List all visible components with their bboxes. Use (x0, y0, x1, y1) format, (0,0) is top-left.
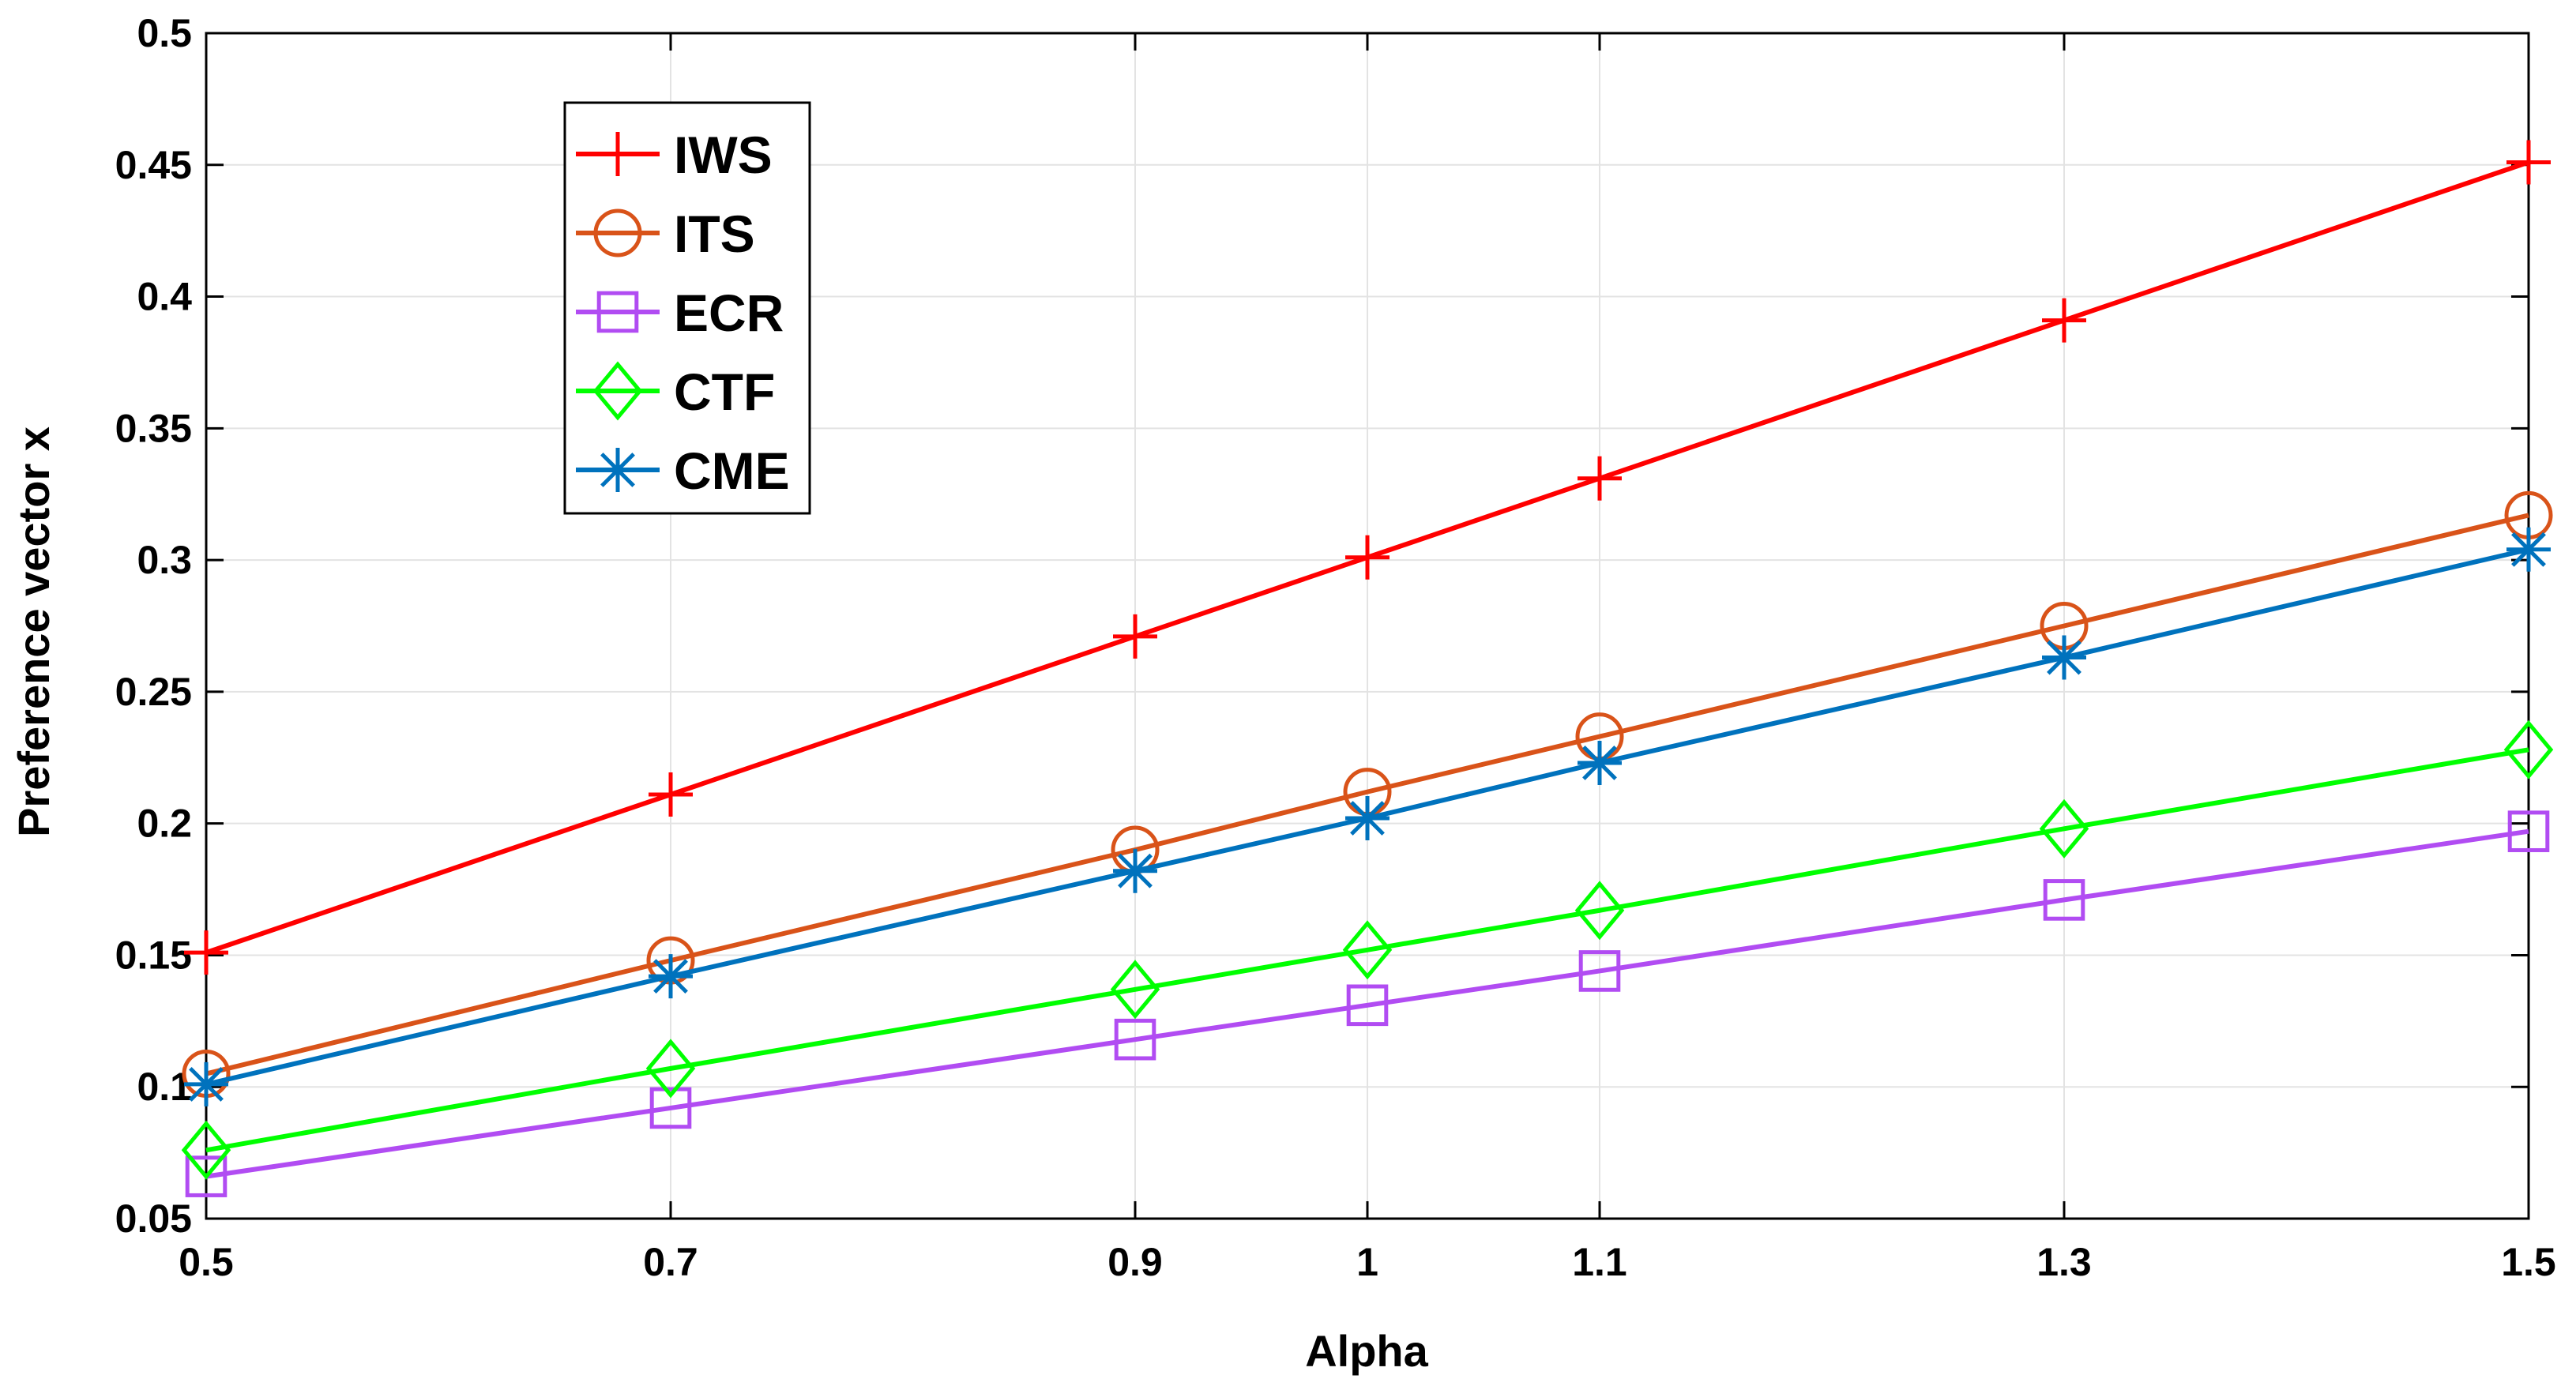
y-tick-label: 0.05 (115, 1197, 192, 1241)
y-axis-label: Preference vector x (9, 426, 58, 837)
series-ctf (181, 719, 2554, 1180)
legend-entry-cme: CME (576, 441, 790, 500)
legend-entry-iws: IWS (576, 126, 773, 184)
x-tick-label: 0.5 (179, 1240, 234, 1284)
data-point-cme (1113, 848, 1157, 893)
axes-layer: 0.5 0.7 0.9 1 1.1 1.3 1.50.050.10.150.20.250.3… (115, 11, 2556, 1284)
legend-marker-cme (596, 448, 640, 492)
data-point-iws (1113, 614, 1157, 659)
y-tick-label: 0.2 (137, 802, 192, 846)
legend-label-its: ITS (674, 205, 755, 263)
x-tick-label: 1.1 (1572, 1240, 1627, 1284)
data-point-ecr (1114, 1018, 1156, 1061)
data-point-iws (649, 772, 693, 817)
y-tick-label: 0.4 (137, 275, 192, 319)
y-tick-label: 0.15 (115, 933, 192, 977)
x-tick-label: 0.9 (1107, 1240, 1163, 1284)
data-point-iws (184, 930, 228, 975)
data-point-ecr (1578, 950, 1621, 992)
series-line-ctf (205, 747, 2529, 1153)
series-layer (181, 140, 2554, 1197)
data-point-iws (2042, 298, 2086, 343)
legend-label-ctf: CTF (674, 363, 775, 421)
x-axis-label: Alpha (1305, 1326, 1428, 1376)
legend-entry-ctf: CTF (576, 361, 775, 421)
x-tick-label: 1.5 (2501, 1240, 2556, 1284)
data-point-cme (1578, 740, 1622, 785)
legend-label-iws: IWS (674, 126, 773, 184)
legend: IWS ITS ECR CTF CME (563, 101, 811, 515)
y-tick-label: 0.25 (115, 670, 192, 714)
y-tick-label: 0.5 (137, 11, 192, 55)
series-ecr (185, 810, 2550, 1197)
data-point-ecr (1346, 984, 1389, 1027)
data-point-ctf (2503, 719, 2554, 780)
data-point-ecr (2043, 879, 2085, 921)
data-point-iws (2506, 140, 2551, 185)
data-point-ecr (649, 1087, 692, 1129)
y-tick-label: 0.35 (115, 406, 192, 450)
data-point-iws (1578, 456, 1622, 501)
data-point-ecr (2507, 810, 2550, 852)
data-point-iws (1345, 535, 1390, 580)
x-tick-label: 1.3 (2036, 1240, 2092, 1284)
series-line-ecr (205, 828, 2529, 1179)
data-point-cme (2506, 527, 2551, 572)
data-point-ctf (1110, 960, 1160, 1020)
data-point-ctf (1342, 920, 1393, 980)
legend-marker-its (593, 208, 642, 257)
legend-label-ecr: ECR (674, 284, 784, 342)
y-tick-label: 0.3 (137, 538, 192, 582)
x-tick-label: 0.7 (643, 1240, 698, 1284)
data-point-cme (2042, 635, 2086, 680)
legend-marker-iws (596, 132, 640, 176)
y-tick-label: 0.45 (115, 143, 192, 187)
data-point-cme (1345, 796, 1390, 840)
data-point-ctf (181, 1120, 231, 1180)
data-point-ctf (1574, 881, 1625, 941)
legend-label-cme: CME (674, 441, 790, 500)
grid-layer (205, 32, 2529, 1219)
series-iws (184, 140, 2551, 975)
x-tick-label: 1 (1356, 1240, 1378, 1284)
data-point-ctf (645, 1039, 696, 1099)
legend-box (563, 101, 811, 515)
legend-entry-ecr: ECR (576, 284, 784, 342)
data-point-cme (184, 1061, 228, 1106)
data-point-ctf (2039, 798, 2089, 858)
data-point-cme (649, 954, 693, 999)
data-point-ecr (185, 1155, 228, 1197)
series-cme (184, 527, 2551, 1106)
legend-marker-ecr (596, 291, 639, 333)
legend-entry-its: ITS (576, 205, 755, 263)
legend-marker-ctf (592, 361, 643, 421)
